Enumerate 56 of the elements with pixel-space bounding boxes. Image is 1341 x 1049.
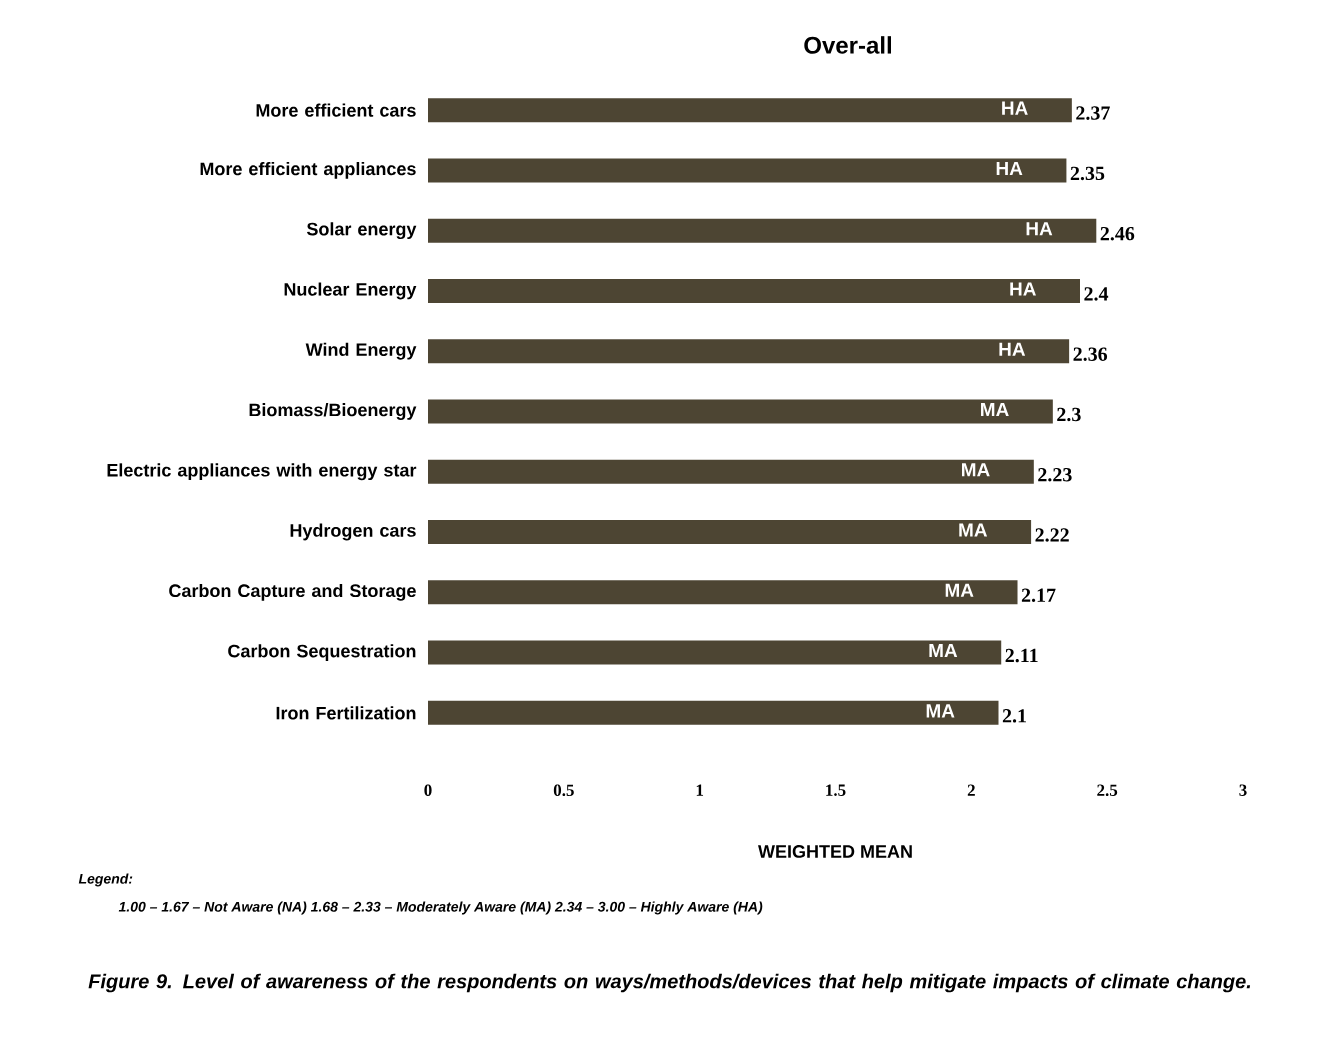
x-tick-label: 2 — [967, 784, 975, 796]
bar — [428, 278, 1080, 303]
annotation: HA — [1002, 101, 1028, 115]
annotation: MA — [926, 704, 955, 718]
data-label: 2.1 — [1002, 709, 1027, 723]
annotation: MA — [945, 583, 974, 597]
chart-title: Over-all — [804, 36, 891, 54]
y-tick-label: Carbon Capture and Storage — [169, 583, 416, 601]
x-tick-label: 2.5 — [1097, 784, 1118, 797]
bar — [428, 339, 1070, 364]
x-tick-label: 1 — [696, 784, 704, 796]
text: 1.00 – 1.67 – Not Aware (NA) 1.68 – 2.33 – Moderately Aware (MA) 2.34 – 3.00 – Highly Aware (HA) — [118, 901, 763, 915]
bar — [428, 580, 1018, 605]
data-label: 2.22 — [1035, 528, 1069, 542]
annotation: HA — [1026, 222, 1053, 236]
data-label: 2.17 — [1021, 588, 1056, 603]
y-tick-label: Wind Energy — [305, 342, 417, 360]
data-label: 2.36 — [1073, 347, 1108, 361]
data-label: 2.23 — [1038, 468, 1072, 482]
annotation: HA — [996, 161, 1023, 175]
bar — [428, 218, 1097, 243]
bar — [428, 459, 1034, 484]
y-tick-label: Nuclear Energy — [284, 282, 417, 300]
annotation: HA — [1010, 282, 1036, 296]
y-tick-label: More efficient appliances — [200, 162, 416, 179]
y-tick-label: Hydrogen cars — [290, 523, 416, 541]
caption: Figure 9. Level of awareness of the respondents on ways/methods/devices that help mitigate impacts of climate change. — [88, 973, 1251, 993]
y-tick-label: Solar energy — [306, 222, 417, 240]
annotation: MA — [962, 463, 990, 477]
data-label: 2.37 — [1076, 106, 1110, 120]
data-label: 2.4 — [1084, 287, 1109, 301]
bar — [428, 98, 1072, 123]
y-tick-label: Biomass/Bioenergy — [249, 403, 417, 420]
x-tick-label: 1.5 — [826, 784, 846, 796]
data-label: 2.11 — [1005, 648, 1038, 663]
bar — [428, 520, 1032, 545]
bar — [428, 158, 1067, 183]
x-tick-label: 3 — [1239, 784, 1247, 796]
annotation: MA — [981, 402, 1009, 417]
y-tick-label: More efficient cars — [256, 103, 416, 117]
text: Legend: — [78, 873, 133, 887]
bar — [428, 640, 1002, 665]
bar — [428, 700, 999, 725]
data-label: 2.35 — [1070, 166, 1105, 181]
data-label: 2.46 — [1100, 226, 1135, 241]
annotation: HA — [999, 342, 1026, 356]
bar — [428, 399, 1053, 424]
x-axis-title: WEIGHTED MEAN — [758, 845, 912, 858]
y-tick-label: Electric appliances with energy star — [107, 463, 417, 481]
y-tick-label: Carbon Sequestration — [228, 644, 416, 661]
x-tick-label: 0 — [424, 784, 432, 797]
x-tick-label: 0.5 — [553, 784, 574, 797]
annotation: MA — [929, 644, 958, 658]
y-tick-label: Iron Fertilization — [276, 706, 416, 720]
annotation: MA — [959, 523, 988, 537]
data-label: 2.3 — [1057, 407, 1081, 422]
